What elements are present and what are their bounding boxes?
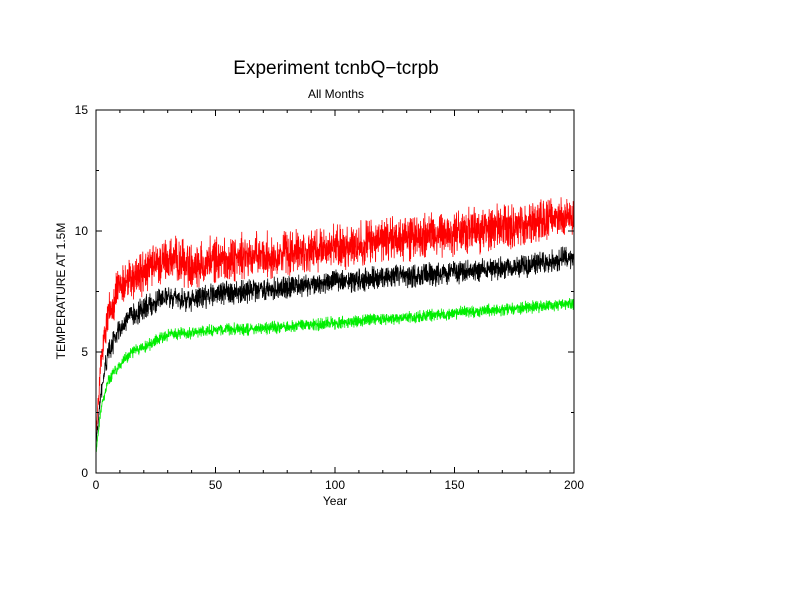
y-tick-label: 10 bbox=[75, 224, 89, 238]
y-tick-label: 0 bbox=[81, 466, 88, 480]
y-tick-label: 5 bbox=[81, 345, 88, 359]
x-tick-label: 50 bbox=[209, 478, 223, 492]
y-tick-label: 15 bbox=[75, 103, 89, 117]
y-axis-label: TEMPERATURE AT 1.5M bbox=[54, 223, 68, 360]
x-tick-label: 0 bbox=[93, 478, 100, 492]
x-tick-label: 100 bbox=[325, 478, 345, 492]
x-tick-label: 150 bbox=[444, 478, 464, 492]
chart-title: Experiment tcnbQ−tcrpb bbox=[233, 58, 438, 79]
series-line-maximum bbox=[95, 197, 575, 446]
x-axis-label: Year bbox=[323, 494, 347, 508]
plot-frame bbox=[95, 109, 575, 474]
series-line-mean bbox=[95, 246, 575, 444]
chart-subtitle: All Months bbox=[308, 87, 364, 101]
series-line-minimum bbox=[95, 297, 575, 454]
ticks-layer: 0 50 100 150 200 0 5 10 15 bbox=[75, 103, 585, 492]
series-layer bbox=[95, 197, 575, 454]
x-tick-label: 200 bbox=[564, 478, 584, 492]
